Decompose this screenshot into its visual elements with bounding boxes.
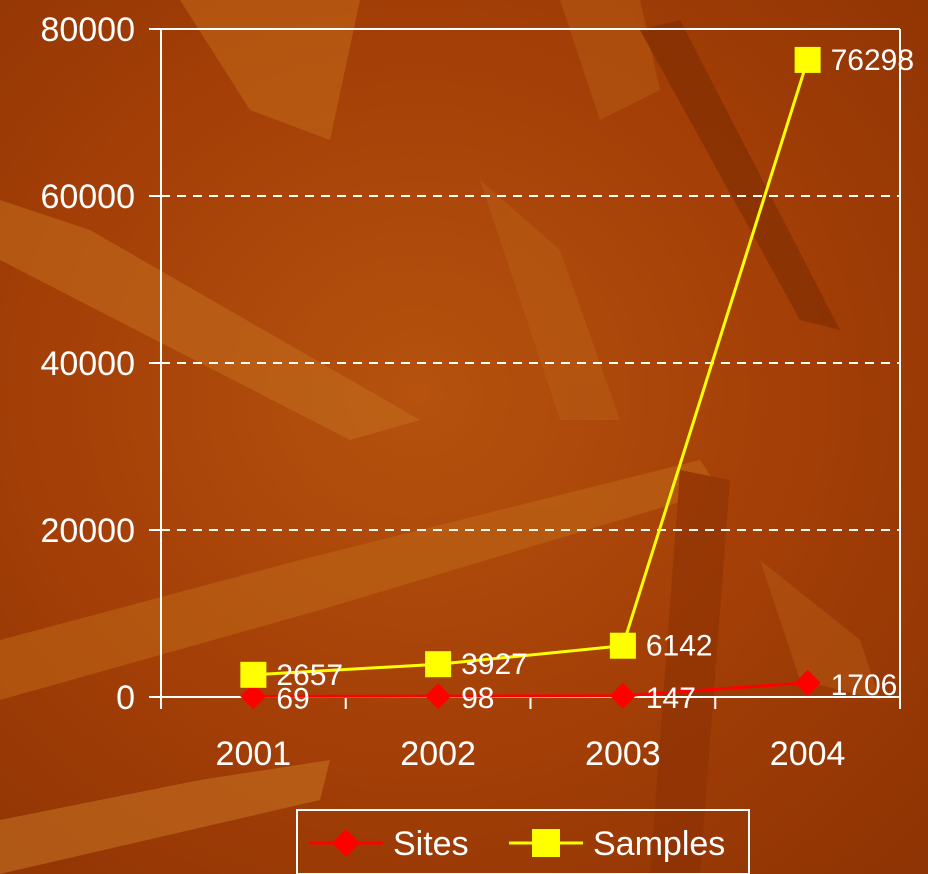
data-label-sites: 1706 [831, 669, 898, 702]
legend-marker-sites [332, 829, 360, 857]
series-lines [253, 59, 810, 698]
data-point-samples [609, 632, 636, 659]
y-tick-label: 20000 [40, 512, 135, 550]
data-point-sites [609, 682, 636, 709]
data-point-samples [240, 661, 267, 688]
data-point-samples [794, 46, 821, 73]
data-label-samples: 3927 [461, 648, 528, 681]
data-label-sites: 147 [646, 682, 696, 715]
data-point-sites [794, 669, 821, 696]
series-line-samples [253, 59, 810, 677]
y-tick-label: 0 [116, 679, 135, 717]
y-tick-label: 60000 [40, 178, 135, 216]
x-axis-ticks: 2001 2002 2003 2004 [160, 697, 901, 773]
data-labels: 69 98 147 1706 2657 3927 6142 76298 [276, 44, 914, 716]
gridlines [161, 195, 900, 531]
legend-label-sites: Sites [393, 825, 469, 863]
legend: Sites Samples [296, 809, 750, 874]
data-label-samples: 6142 [646, 630, 713, 663]
series-markers [240, 46, 821, 710]
data-label-sites: 98 [461, 682, 494, 715]
x-tick-label: 2004 [770, 735, 846, 773]
y-tick-label: 40000 [40, 345, 135, 383]
legend-label-samples: Samples [593, 825, 725, 863]
x-tick-label: 2001 [216, 735, 292, 773]
legend-marker-samples [532, 829, 560, 857]
data-label-samples: 76298 [831, 44, 914, 77]
y-tick-label: 80000 [40, 11, 135, 49]
series-line-sites [253, 681, 808, 698]
data-point-sites [240, 683, 267, 710]
legend-box [296, 809, 750, 874]
x-tick-label: 2002 [400, 735, 476, 773]
y-axis-ticks: 0 20000 40000 60000 80000 [40, 11, 161, 717]
data-point-samples [425, 651, 452, 678]
data-label-sites: 69 [276, 682, 309, 715]
x-tick-label: 2003 [585, 735, 661, 773]
data-label-samples: 2657 [276, 659, 343, 692]
data-point-sites [425, 683, 452, 710]
